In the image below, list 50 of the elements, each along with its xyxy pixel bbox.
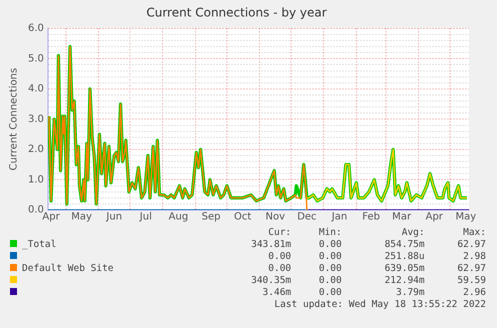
text: 62.97	[456, 238, 487, 250]
legend-label: _Total	[21, 238, 58, 250]
text: Min:	[318, 226, 343, 238]
text: 3.79m	[395, 286, 426, 298]
y-tick-label: 1.0	[28, 174, 44, 186]
legend-label: Default Web Site	[21, 262, 115, 274]
y-tick-label: 4.0	[28, 84, 44, 95]
text: Cur:	[267, 226, 292, 238]
x-tick-label: Dec	[297, 212, 317, 223]
x-tick-label: Jul	[138, 212, 152, 223]
x-tick-label: Sep	[202, 212, 221, 223]
y-tick-label: 6.0	[28, 22, 44, 34]
x-tick-label: Mar	[392, 212, 412, 223]
y-axis-title: Current Connections	[8, 68, 20, 170]
text: 343.81m	[250, 238, 292, 250]
y-tick-label: 2.0	[28, 144, 44, 156]
text: 0.00	[267, 262, 292, 274]
y-tick-label: 0.0	[28, 204, 44, 216]
text: 639.05m	[384, 262, 426, 274]
x-tick-label: May	[71, 212, 92, 223]
text: 2.96	[462, 286, 487, 298]
text: 3.46m	[262, 286, 292, 298]
text: 854.75m	[384, 238, 426, 250]
text: 2.98	[462, 250, 487, 262]
text: 251.88u	[384, 250, 426, 262]
x-tick-label: Apr	[426, 212, 444, 223]
text: 0.00	[318, 274, 343, 286]
text: 0.00	[318, 238, 343, 250]
text: 0.00	[318, 286, 343, 298]
text: 340.35m	[250, 274, 292, 286]
text: Max:	[462, 226, 487, 238]
text: 212.94m	[384, 274, 426, 286]
text: 0.00	[267, 250, 292, 262]
chart-title: Current Connections - by year	[146, 5, 327, 20]
y-tick-label: 3.0	[28, 114, 44, 125]
x-tick-label: Aug	[168, 212, 188, 223]
text: 0.00	[318, 250, 343, 262]
text: Avg:	[400, 226, 426, 238]
y-tick-label: 5.0	[28, 53, 44, 64]
x-tick-label: Oct	[234, 212, 252, 223]
x-tick-label: May	[456, 212, 476, 223]
text: Last update: Wed May 18 13:55:22 2022	[273, 298, 487, 310]
x-tick-label: Jan	[330, 212, 348, 223]
text: 59.59	[456, 274, 487, 286]
text: 0.00	[318, 262, 343, 274]
text: 62.97	[456, 262, 487, 274]
x-tick-label: Apr	[42, 212, 61, 223]
x-tick-label: Nov	[266, 212, 286, 223]
x-tick-label: Feb	[362, 212, 380, 223]
x-tick-label: Jun	[105, 212, 122, 223]
